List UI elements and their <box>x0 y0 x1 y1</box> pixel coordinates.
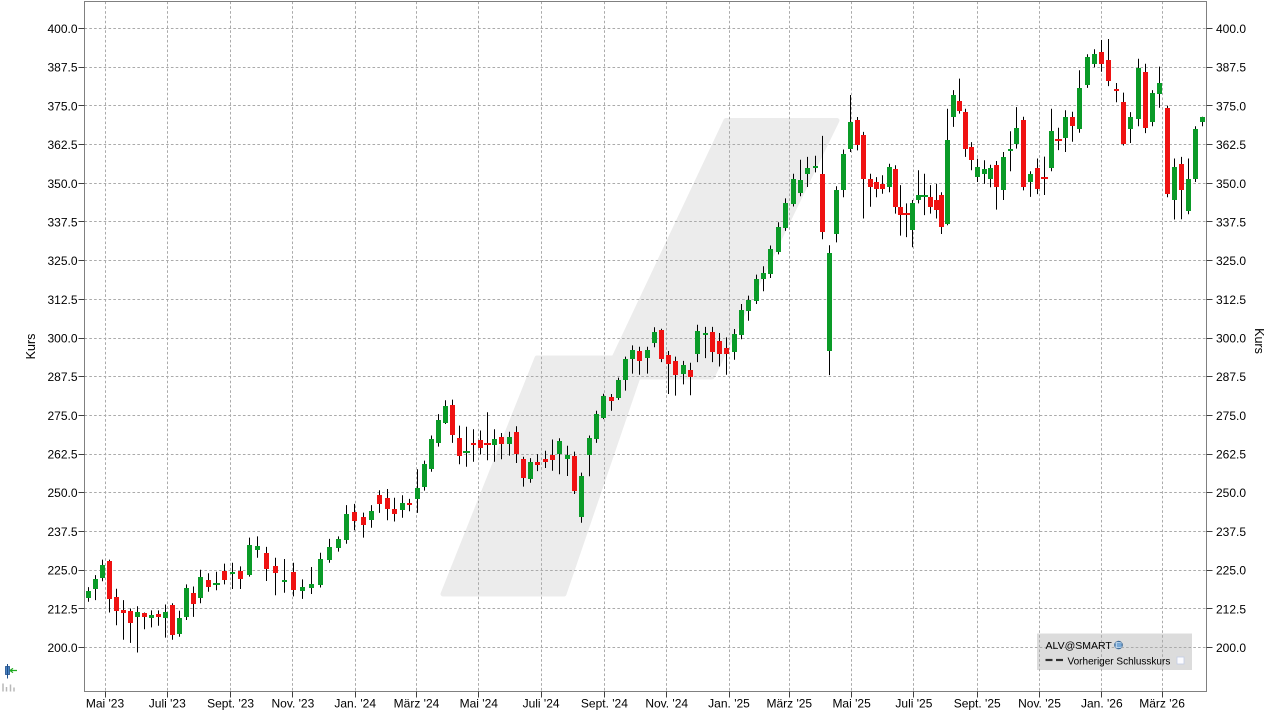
svg-text:300.0: 300.0 <box>1216 332 1246 346</box>
svg-text:Nov. '24: Nov. '24 <box>645 697 688 711</box>
svg-text:250.0: 250.0 <box>1216 486 1246 500</box>
svg-text:350.0: 350.0 <box>47 177 77 191</box>
svg-text:362.5: 362.5 <box>47 138 77 152</box>
svg-text:März '26: März '26 <box>1139 697 1185 711</box>
svg-text:325.0: 325.0 <box>47 254 77 268</box>
svg-text:ALV@SMART: ALV@SMART <box>1046 640 1113 652</box>
svg-text:287.5: 287.5 <box>1216 370 1246 384</box>
svg-text:Mai '24: Mai '24 <box>460 697 499 711</box>
svg-text:März '24: März '24 <box>394 697 440 711</box>
svg-text:375.0: 375.0 <box>47 99 77 113</box>
svg-text:Juli '24: Juli '24 <box>523 697 560 711</box>
svg-text:350.0: 350.0 <box>1216 177 1246 191</box>
svg-text:237.5: 237.5 <box>47 525 77 539</box>
svg-text:Vorheriger Schlusskurs: Vorheriger Schlusskurs <box>1068 656 1171 667</box>
svg-text:362.5: 362.5 <box>1216 138 1246 152</box>
svg-text:Kurs: Kurs <box>24 334 38 360</box>
svg-text:Sept. '25: Sept. '25 <box>954 697 1001 711</box>
svg-text:212.5: 212.5 <box>1216 602 1246 616</box>
svg-text:400.0: 400.0 <box>47 22 77 36</box>
svg-text:325.0: 325.0 <box>1216 254 1246 268</box>
svg-text:Juli '23: Juli '23 <box>149 697 186 711</box>
svg-text:262.5: 262.5 <box>47 448 77 462</box>
svg-text:250.0: 250.0 <box>47 486 77 500</box>
svg-text:275.0: 275.0 <box>47 409 77 423</box>
svg-text:Mai '23: Mai '23 <box>86 697 125 711</box>
svg-text:Sept. '23: Sept. '23 <box>207 697 254 711</box>
svg-text:Kurs: Kurs <box>1252 328 1266 354</box>
svg-text:Jan. '24: Jan. '24 <box>334 697 376 711</box>
svg-text:Jan. '26: Jan. '26 <box>1081 697 1123 711</box>
svg-text:287.5: 287.5 <box>47 370 77 384</box>
svg-text:200.0: 200.0 <box>47 641 77 655</box>
svg-text:387.5: 387.5 <box>1216 61 1246 75</box>
svg-text:375.0: 375.0 <box>1216 99 1246 113</box>
svg-text:Sept. '24: Sept. '24 <box>581 697 628 711</box>
svg-text:337.5: 337.5 <box>47 215 77 229</box>
svg-text:262.5: 262.5 <box>1216 448 1246 462</box>
svg-text:Juli '25: Juli '25 <box>895 697 932 711</box>
svg-text:387.5: 387.5 <box>47 61 77 75</box>
svg-text:212.5: 212.5 <box>47 602 77 616</box>
svg-text:März '25: März '25 <box>766 697 812 711</box>
svg-text:237.5: 237.5 <box>1216 525 1246 539</box>
svg-text:225.0: 225.0 <box>47 564 77 578</box>
svg-text:Nov. '23: Nov. '23 <box>272 697 315 711</box>
svg-text:400.0: 400.0 <box>1216 22 1246 36</box>
svg-text:312.5: 312.5 <box>47 293 77 307</box>
svg-text:Mai '25: Mai '25 <box>832 697 871 711</box>
svg-text:Jan. '25: Jan. '25 <box>708 697 750 711</box>
svg-text:300.0: 300.0 <box>47 332 77 346</box>
svg-text:200.0: 200.0 <box>1216 641 1246 655</box>
svg-text:225.0: 225.0 <box>1216 564 1246 578</box>
svg-text:275.0: 275.0 <box>1216 409 1246 423</box>
svg-text:Nov. '25: Nov. '25 <box>1018 697 1061 711</box>
svg-text:312.5: 312.5 <box>1216 293 1246 307</box>
svg-text:337.5: 337.5 <box>1216 215 1246 229</box>
